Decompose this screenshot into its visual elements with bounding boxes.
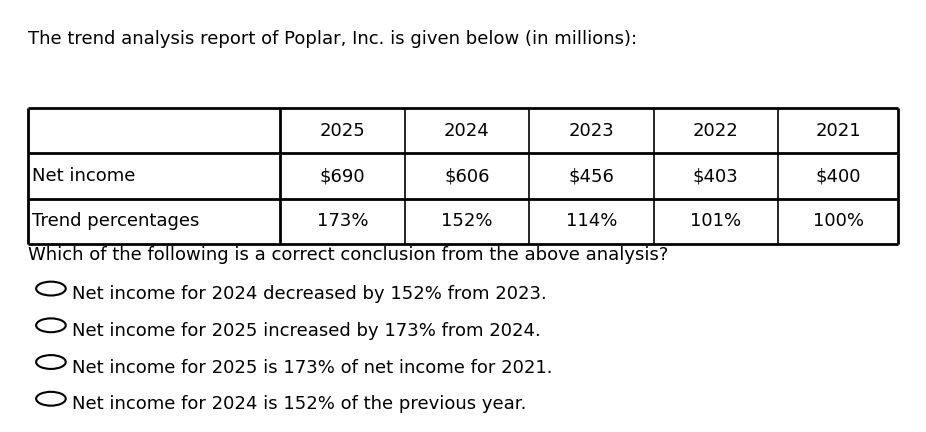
Text: 2021: 2021 (816, 122, 861, 140)
Text: Which of the following is a correct conclusion from the above analysis?: Which of the following is a correct conc… (28, 246, 669, 264)
Text: 100%: 100% (813, 213, 864, 230)
Text: 114%: 114% (566, 213, 617, 230)
Text: 2024: 2024 (444, 122, 490, 140)
Text: $690: $690 (319, 167, 365, 185)
Text: 101%: 101% (690, 213, 742, 230)
Text: 2025: 2025 (319, 122, 366, 140)
Text: $606: $606 (444, 167, 490, 185)
Text: Net income for 2025 increased by 173% from 2024.: Net income for 2025 increased by 173% fr… (72, 322, 541, 340)
Text: The trend analysis report of Poplar, Inc. is given below (in millions):: The trend analysis report of Poplar, Inc… (28, 30, 637, 48)
Text: Net income for 2024 decreased by 152% from 2023.: Net income for 2024 decreased by 152% fr… (72, 285, 547, 303)
Text: Net income for 2025 is 173% of net income for 2021.: Net income for 2025 is 173% of net incom… (72, 359, 553, 377)
Text: Trend percentages: Trend percentages (32, 213, 200, 230)
Text: Net income for 2024 is 152% of the previous year.: Net income for 2024 is 152% of the previ… (72, 395, 527, 413)
Text: $403: $403 (693, 167, 739, 185)
Text: Net income: Net income (32, 167, 136, 185)
Text: 173%: 173% (317, 213, 369, 230)
Text: 2023: 2023 (569, 122, 614, 140)
Text: $400: $400 (816, 167, 861, 185)
Text: $456: $456 (569, 167, 614, 185)
Text: 152%: 152% (441, 213, 493, 230)
Text: 2022: 2022 (693, 122, 739, 140)
